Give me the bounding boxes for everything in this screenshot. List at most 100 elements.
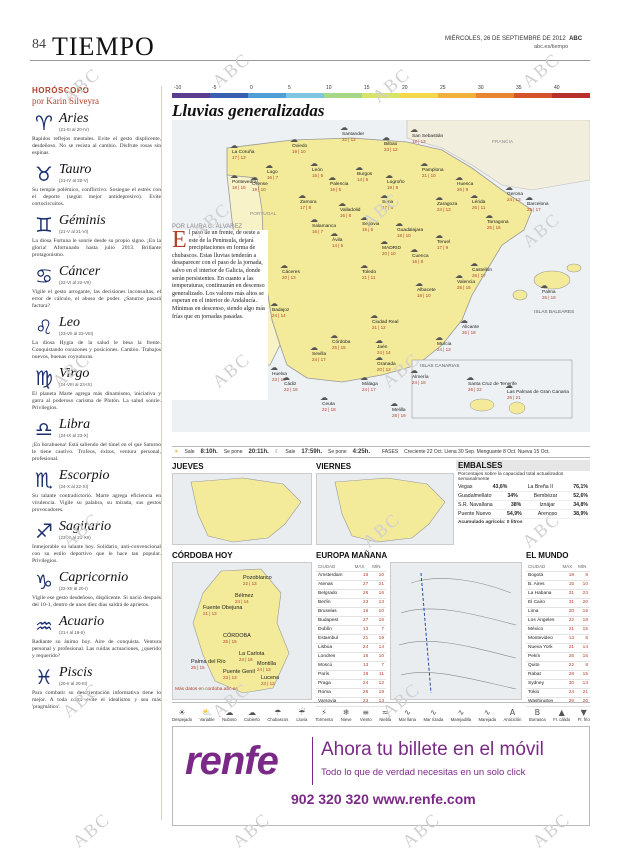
- sign-header: ♎ Libra (24-IX al 23-X): [32, 417, 161, 441]
- sunrise-label: Sale: [184, 449, 195, 455]
- city-name: Teruel: [437, 240, 451, 245]
- sign-title-block: Sagitario (23-XI al 21-XII): [56, 519, 111, 540]
- city-cell: Bogotá: [526, 571, 561, 581]
- label-portugal: PORTUGAL: [250, 212, 277, 217]
- embalse-left-value: 38%: [510, 502, 522, 508]
- weather-icon: ☁: [330, 229, 338, 238]
- weather-icon: ☁: [250, 173, 258, 182]
- city-name: Burgos: [357, 172, 373, 177]
- city-name: Logroño: [387, 180, 405, 185]
- sign-header: ♑ Capricornio (22-XII al 20-I): [32, 570, 161, 594]
- city-temp: 24 | 13: [437, 347, 451, 352]
- weather-icon: ☁: [290, 135, 298, 144]
- table-row: Tokio 24 21: [526, 688, 590, 698]
- city-name: Bilbao: [384, 142, 398, 147]
- legend-item: B Borrasca: [529, 708, 546, 722]
- city-temp: 17 | 13: [232, 155, 246, 160]
- legend-item: ❄ Nieve: [340, 708, 352, 722]
- cordoba-place-name: Bélmez: [235, 593, 254, 599]
- zodiac-capricornio-icon: ♑: [35, 570, 53, 594]
- scale-segment: [286, 93, 324, 98]
- scale-segment: [248, 93, 286, 98]
- city-name: Huesca: [457, 182, 474, 187]
- city-name: Barcelona: [527, 202, 549, 207]
- renfe-advert[interactable]: renfe Ahora tu billete en el móvil Todo …: [172, 726, 590, 826]
- sunset-time: 20:11h.: [248, 449, 269, 455]
- sign-title-block: Cáncer (22-VI al 22-VII): [56, 264, 100, 285]
- cordoba-footer: Más datos en cordoba.abc.es: [175, 687, 238, 692]
- city-temp: 23 | 18: [272, 377, 286, 382]
- ad-subline: Todo lo que de verdad necesitas en un so…: [321, 767, 526, 778]
- europa-header: CIUDAD: [316, 562, 353, 572]
- table-row: B. Aires 15 10: [526, 580, 590, 590]
- map-title: Lluvias generalizadas: [172, 101, 325, 120]
- legend-label: Niebla: [379, 717, 392, 722]
- city-cell: Ámsterdam: [316, 571, 353, 581]
- weather-icon: ☁: [420, 159, 428, 168]
- label-francia: FRANCIA: [492, 140, 514, 145]
- city-cell: Praga: [316, 679, 353, 689]
- horoscope-sign: ♋ Cáncer (22-VI al 22-VII) Vigile el gesto …: [32, 264, 161, 310]
- legend-nuboso-icon: ☁: [225, 708, 234, 717]
- city-temp: 21 | 10: [422, 173, 436, 178]
- cordoba-place-name: Puente Genil: [223, 669, 255, 675]
- sign-text: La diosa Fortuna le sonríe desde su prop…: [32, 238, 161, 258]
- weather-icon: ☁: [230, 141, 238, 150]
- city-temp: 25 | 15: [457, 285, 471, 290]
- table-row: Lima 20 16: [526, 607, 590, 617]
- sunset-label: Se pone: [223, 449, 243, 455]
- legend-item: ∿ Mar rizada: [424, 708, 444, 722]
- city-name: Granada: [377, 362, 396, 367]
- sign-name: Capricornio: [59, 570, 129, 585]
- mallorca-shape: [533, 270, 571, 290]
- min-cell: 7: [370, 661, 386, 671]
- embalse-right-value: 52,6%: [573, 493, 588, 499]
- cordoba-shape: [192, 568, 290, 694]
- city-name: Cádiz: [284, 382, 297, 387]
- article-dropcap: E: [172, 227, 187, 253]
- cordoba-place-temp: 25 | 15: [223, 639, 237, 644]
- temperature-scale: -10 -5 0 5 10 15 20 25 30 35 40: [172, 85, 590, 98]
- legend-variable-icon: ⛅: [202, 708, 213, 717]
- section-title: TIEMPO: [52, 32, 155, 61]
- table-row: Ámsterdam 16 10: [316, 571, 386, 581]
- sign-name: Aries: [59, 111, 89, 126]
- min-cell: 11: [370, 670, 386, 680]
- weather-icon: ☁: [435, 231, 443, 240]
- max-cell: 26: [560, 697, 577, 707]
- scale-label: 15: [364, 85, 370, 91]
- isobar-shapes: [398, 572, 517, 694]
- max-cell: 13: [560, 634, 577, 644]
- city-temp: 24 | 14: [272, 313, 286, 318]
- city-temp: 17 | 6: [382, 205, 394, 210]
- city-temp: 16 | 7: [312, 229, 324, 234]
- min-cell: 15: [576, 670, 590, 680]
- city-name: Segovia: [362, 222, 380, 227]
- table-row: Moscú 13 7: [316, 661, 386, 671]
- horoscope-sign: ♌ Leo (23-VII al 23-VIII) La diosa Hygía de…: [32, 315, 161, 361]
- scale-label: 25: [440, 85, 446, 91]
- city-temp: 17 | 8: [300, 205, 312, 210]
- city-cell: Berlín: [316, 598, 353, 608]
- city-temp: 24 | 17: [312, 357, 326, 362]
- legend-label: Viento: [359, 717, 372, 722]
- city-temp: 24 | 13: [507, 197, 521, 202]
- max-cell: 21: [560, 643, 577, 653]
- table-row: Bruselas 16 10: [316, 607, 386, 617]
- max-cell: 30: [560, 679, 577, 689]
- scale-label: -10: [174, 85, 182, 91]
- sign-text: Vigile ese gesto desdeñoso, displicente.…: [32, 595, 161, 608]
- sign-dates: (22-XII al 20-I): [59, 586, 88, 591]
- min-cell: 8: [576, 571, 590, 581]
- embalse-right-value: 38,9%: [573, 511, 588, 517]
- table-row: Montevideo 13 5: [526, 634, 590, 644]
- horoscope-sign: ♐ Sagitario (23-XI al 21-XII) Inmejorable s…: [32, 519, 161, 565]
- table-row: Lisboa 24 14: [316, 643, 386, 653]
- table-row: Roma 26 19: [316, 688, 386, 698]
- scale-segment: [362, 93, 400, 98]
- weather-icon: ☁: [310, 159, 318, 168]
- table-row: Budapest 27 16: [316, 616, 386, 626]
- max-cell: 21: [560, 625, 577, 635]
- scale-segment: [400, 93, 438, 98]
- sign-title-block: Aries (21-III al 20-IV): [56, 111, 89, 132]
